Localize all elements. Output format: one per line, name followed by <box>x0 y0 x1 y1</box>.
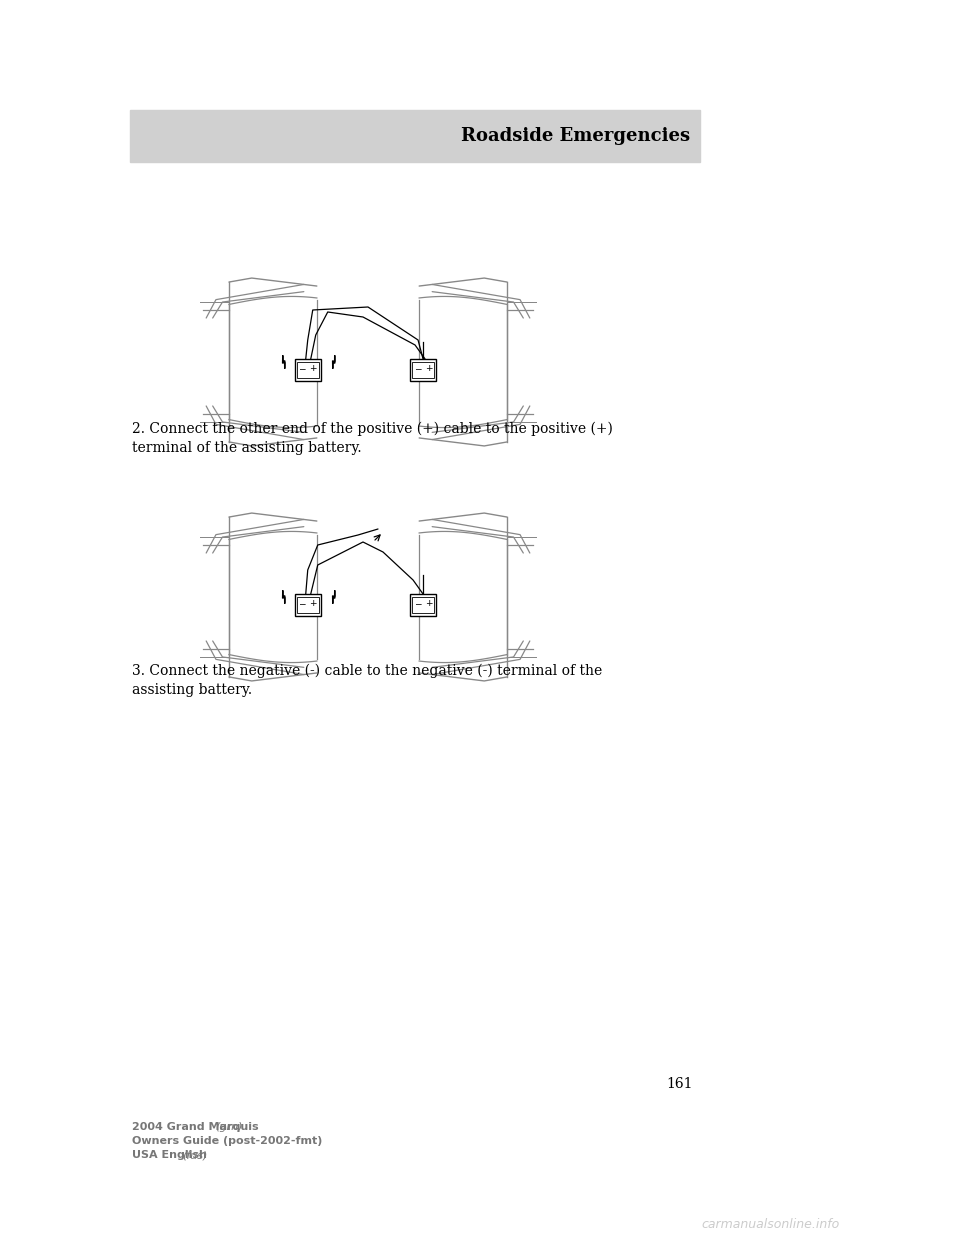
Bar <box>410 359 436 381</box>
Text: 2004 Grand Marquis: 2004 Grand Marquis <box>132 1122 262 1131</box>
Text: (grn): (grn) <box>215 1122 242 1131</box>
Text: Roadside Emergencies: Roadside Emergencies <box>461 127 690 145</box>
Text: +: + <box>309 600 317 609</box>
Bar <box>412 597 434 614</box>
Polygon shape <box>282 355 285 369</box>
Text: +: + <box>425 364 432 374</box>
Text: carmanualsonline.info: carmanualsonline.info <box>702 1217 840 1231</box>
Polygon shape <box>332 355 335 369</box>
Bar <box>410 594 436 616</box>
Text: 3. Connect the negative (-) cable to the negative (-) terminal of the
assisting : 3. Connect the negative (-) cable to the… <box>132 664 602 697</box>
Text: −: − <box>299 364 306 374</box>
Text: +: + <box>425 600 432 609</box>
Bar <box>412 361 434 378</box>
Bar <box>295 594 321 616</box>
Text: −: − <box>299 600 306 609</box>
Text: −: − <box>414 600 421 609</box>
Text: +: + <box>309 364 317 374</box>
Text: 2. Connect the other end of the positive (+) cable to the positive (+)
terminal : 2. Connect the other end of the positive… <box>132 422 612 455</box>
Bar <box>297 361 319 378</box>
Bar <box>295 359 321 381</box>
Text: −: − <box>414 364 421 374</box>
Polygon shape <box>282 590 285 604</box>
Text: 161: 161 <box>667 1077 693 1090</box>
Text: Owners Guide (post-2002-fmt): Owners Guide (post-2002-fmt) <box>132 1136 323 1146</box>
Text: (fus): (fus) <box>182 1150 208 1160</box>
Text: USA English: USA English <box>132 1150 211 1160</box>
Bar <box>297 597 319 614</box>
Bar <box>130 111 700 161</box>
Polygon shape <box>332 590 335 604</box>
